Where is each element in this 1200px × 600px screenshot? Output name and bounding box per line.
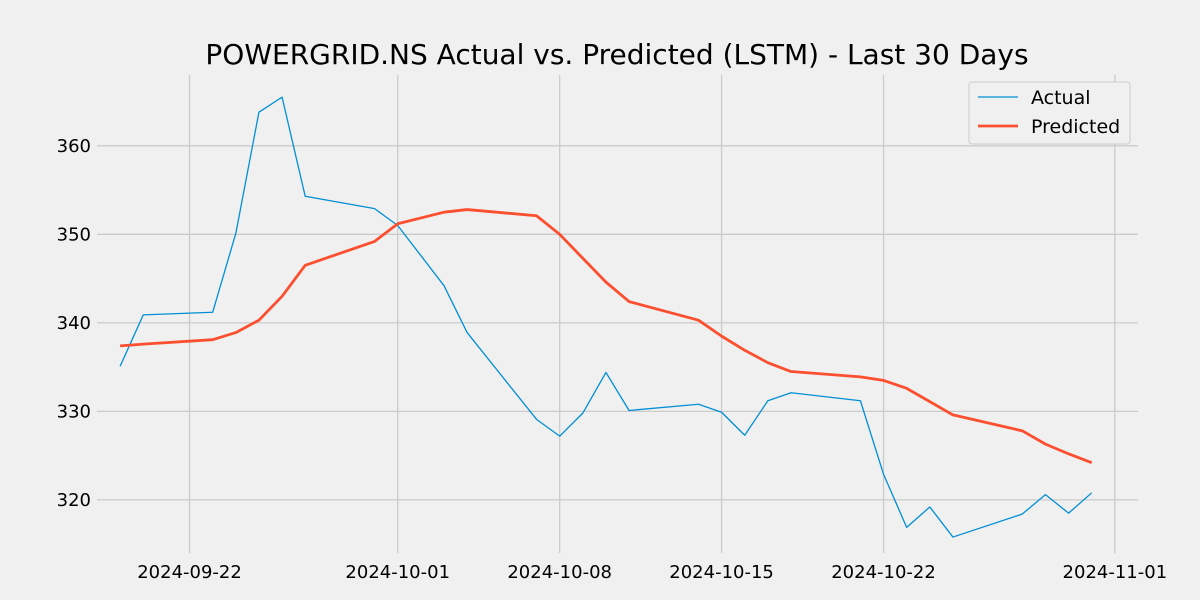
y-tick-label: 350 [57, 224, 91, 245]
y-tick-label: 320 [57, 490, 91, 511]
x-tick-label: 2024-09-22 [137, 562, 242, 583]
grid [97, 75, 1138, 553]
legend-label-predicted: Predicted [1031, 116, 1120, 138]
series-line-actual [119, 96, 1093, 538]
series-line-predicted [120, 208, 1093, 465]
chart-title: POWERGRID.NS Actual vs. Predicted (LSTM)… [205, 38, 1028, 71]
x-tick-label: 2024-11-01 [1063, 562, 1168, 583]
x-tick-label: 2024-10-01 [345, 562, 450, 583]
series-lines [119, 96, 1093, 538]
x-tick-label: 2024-10-22 [831, 562, 936, 583]
y-tick-label: 330 [57, 401, 91, 422]
legend-label-actual: Actual [1031, 87, 1091, 109]
legend: Actual Predicted [968, 81, 1131, 145]
y-tick-label: 360 [57, 136, 91, 157]
x-tick-label: 2024-10-15 [669, 562, 774, 583]
y-tick-label: 340 [57, 313, 91, 334]
axis-ticks: 320 330 340 350 360 2024-09-22 2024-10-01 2024-… [57, 136, 1168, 583]
x-tick-label: 2024-10-08 [507, 562, 612, 583]
